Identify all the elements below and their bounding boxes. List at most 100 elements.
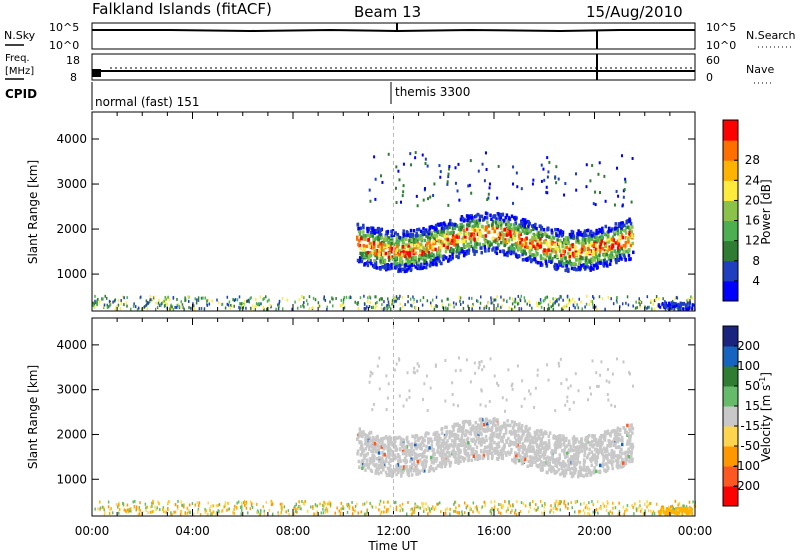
power-cell: [547, 257, 551, 261]
power-cell: [455, 250, 458, 254]
velocity-cell: [394, 456, 398, 460]
velocity-cell: [490, 452, 494, 456]
power-cell: [513, 305, 516, 309]
power-cell: [455, 245, 458, 250]
power-cell: [409, 297, 412, 301]
velocity-cell: [618, 455, 621, 459]
power-cell: [514, 221, 518, 225]
power-cell: [491, 222, 494, 227]
velocity-cell: [510, 420, 514, 424]
velocity-cell: [618, 450, 622, 454]
power-cell: [478, 214, 482, 218]
velocity-cell: [378, 502, 381, 506]
velocity-cell: [426, 448, 430, 453]
velocity-cell: [413, 454, 417, 459]
power-cell: [397, 252, 401, 257]
power-cell: [409, 234, 412, 238]
velocity-cell: [574, 461, 577, 465]
power-cell: [515, 226, 518, 231]
power-cell: [487, 301, 490, 305]
velocity-cell: [413, 511, 415, 515]
velocity-cell: [192, 512, 195, 516]
power-cell: [554, 227, 557, 232]
power-cell: [498, 232, 502, 237]
power-cell: [387, 302, 390, 306]
velocity-cell: [609, 442, 612, 446]
power-cell: [441, 233, 444, 237]
power-cell: [459, 223, 462, 227]
power-cell: [675, 296, 678, 300]
velocity-cell: [428, 508, 431, 512]
power-cell: [408, 264, 412, 268]
velocity-cell: [476, 507, 478, 511]
velocity-cell: [399, 465, 403, 469]
velocity-cell: [429, 455, 433, 460]
velocity-cell: [569, 448, 573, 453]
power-cell: [197, 298, 200, 302]
velocity-cell: [621, 461, 625, 465]
power-cell: [379, 256, 382, 261]
power-cell: [378, 248, 381, 252]
velocity-cell: [520, 423, 524, 428]
power-cell: [610, 251, 613, 255]
power-cell: [281, 296, 284, 300]
velocity-cell: [367, 445, 371, 449]
power-cell: [689, 299, 691, 303]
power-cell: [380, 248, 383, 252]
velocity-cell: [592, 510, 594, 514]
velocity-cell: [492, 431, 496, 435]
velocity-cell: [395, 505, 398, 509]
power-cell: [200, 306, 203, 310]
velocity-cell: [628, 427, 631, 431]
velocity-cell: [630, 459, 634, 464]
velocity-cell: [494, 450, 498, 454]
power-cell: [547, 303, 550, 307]
power-cell: [487, 196, 490, 200]
power-cell: [431, 261, 435, 265]
power-cell: [390, 241, 393, 246]
power-cell: [391, 232, 394, 237]
power-cell: [493, 239, 497, 243]
velocity-cell: [593, 465, 596, 470]
velocity-cell: [370, 444, 374, 449]
velocity-cell: [491, 454, 494, 458]
velocity-cell: [615, 445, 619, 450]
velocity-cell: [399, 509, 402, 513]
velocity-cell: [582, 474, 585, 478]
power-cell: [157, 301, 160, 305]
power-cell: [584, 265, 587, 269]
velocity-cell: [372, 462, 375, 467]
power-cell: [229, 304, 232, 308]
velocity-cell: [607, 460, 610, 464]
power-cell: [688, 304, 691, 308]
power-cell: [427, 250, 431, 255]
power-cell: [145, 299, 148, 303]
velocity-cell: [542, 451, 545, 456]
velocity-cell: [562, 440, 566, 444]
velocity-cell: [496, 427, 499, 432]
power-cell: [428, 264, 432, 268]
power-cell: [523, 296, 526, 300]
velocity-cell: [319, 502, 321, 506]
velocity-cell: [563, 448, 566, 452]
velocity-cell: [509, 450, 513, 455]
power-cell: [178, 304, 180, 308]
power-cell: [523, 238, 527, 242]
velocity-cell: [262, 505, 265, 509]
power-cell: [432, 239, 435, 244]
power-cell: [539, 230, 542, 234]
power-cell: [423, 238, 427, 243]
velocity-cell: [472, 427, 475, 432]
velocity-cell: [504, 428, 508, 432]
power-cell: [104, 294, 106, 298]
power-cell: [513, 247, 516, 251]
velocity-cell: [673, 507, 676, 511]
power-cell: [172, 296, 175, 300]
power-cell: [234, 298, 237, 302]
power-cell: [520, 221, 523, 225]
power-cell: [368, 304, 371, 308]
velocity-cell: [424, 461, 428, 466]
power-cell: [594, 247, 598, 252]
power-cell: [491, 219, 495, 224]
velocity-cell: [387, 451, 390, 456]
